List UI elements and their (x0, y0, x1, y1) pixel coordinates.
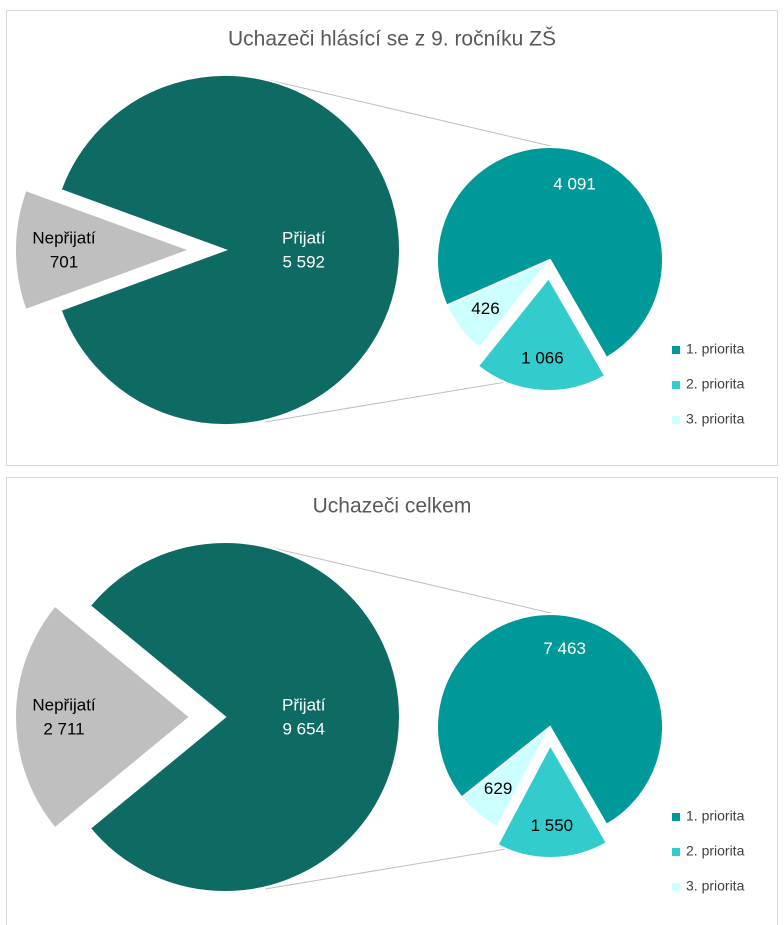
chart-title: Uchazeči celkem (313, 495, 472, 518)
pie-slice (436, 146, 664, 360)
legend-swatch (672, 381, 680, 389)
connector (259, 544, 556, 615)
legend-label: 2. priorita (686, 376, 745, 392)
legend-swatch (672, 813, 680, 821)
legend-swatch (672, 346, 680, 354)
slice-value: 4 091 (553, 174, 596, 193)
pie-slice (445, 259, 551, 350)
slice-value: 1 066 (521, 349, 564, 368)
pie-slice (88, 541, 401, 893)
chart-title: Uchazeči hlásící se z 9. ročníku ZŠ (228, 28, 556, 51)
slice-category: Nepřijatí (32, 228, 96, 247)
slice-value: 426 (471, 299, 499, 318)
pie-slice (460, 726, 551, 829)
slice-category: Přijatí (282, 228, 326, 247)
slice-value: 701 (50, 252, 78, 271)
legend-label: 3. priorita (686, 411, 745, 427)
legend-label: 2. priorita (686, 843, 745, 859)
slice-value: 1 550 (531, 816, 574, 835)
slice-category: Nepřijatí (32, 695, 96, 714)
chart-frame (6, 477, 778, 925)
legend-label: 1. priorita (686, 341, 745, 357)
slice-value: 7 463 (543, 639, 586, 658)
legend-swatch (672, 883, 680, 891)
slice-value: 9 654 (282, 719, 325, 738)
slice-value: 629 (484, 779, 512, 798)
pie-slice (14, 604, 192, 830)
chart-frame (6, 10, 778, 466)
connector (259, 77, 556, 148)
pie-slice (496, 742, 609, 859)
pie-slice (14, 188, 193, 312)
slice-value: 2 711 (43, 719, 84, 738)
slice-category: Přijatí (282, 695, 326, 714)
pie-slice (59, 74, 401, 426)
legend-label: 3. priorita (686, 878, 745, 894)
pie-slice (476, 276, 607, 392)
legend-label: 1. priorita (686, 808, 745, 824)
legend-swatch (672, 848, 680, 856)
legend-swatch (672, 416, 680, 424)
slice-value: 5 592 (282, 252, 325, 271)
